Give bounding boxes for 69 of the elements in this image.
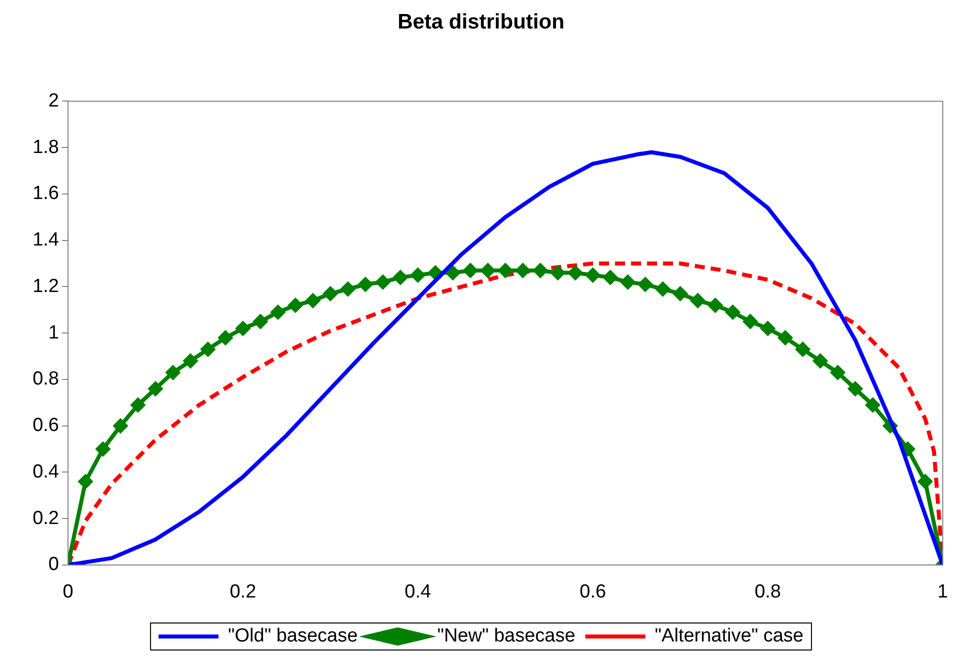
- point: [778, 330, 792, 345]
- point: [830, 366, 845, 380]
- y-tick-label: 1: [48, 322, 59, 344]
- y-tick-label: 1.8: [32, 136, 59, 158]
- y-tick-label: 1.6: [32, 183, 59, 204]
- point: [620, 275, 635, 290]
- y-tick-label: 0: [48, 554, 59, 576]
- y-tick-label: 0.8: [32, 368, 59, 390]
- point: [200, 342, 215, 356]
- point: [656, 282, 670, 296]
- point: [533, 263, 548, 278]
- point: [796, 342, 810, 356]
- point: [358, 277, 372, 292]
- point: [340, 282, 355, 296]
- legend-label: "New" basecase: [437, 626, 576, 647]
- y-tick-label: 1.4: [32, 230, 60, 251]
- point: [78, 474, 92, 489]
- y-tick-label: 0.4: [32, 461, 60, 482]
- point: [446, 266, 460, 280]
- point: [638, 277, 652, 292]
- point: [376, 275, 390, 290]
- point: [270, 305, 285, 320]
- point: [813, 354, 828, 368]
- legend-label: "Old" basecase: [228, 626, 358, 647]
- point: [463, 263, 478, 278]
- point: [848, 382, 862, 396]
- point: [603, 270, 618, 284]
- point: [183, 354, 198, 368]
- point: [743, 314, 758, 329]
- legend-label: "Alternative" case: [654, 626, 804, 647]
- x-tick-label: 0.4: [404, 582, 432, 603]
- point: [673, 286, 688, 301]
- point: [690, 294, 705, 308]
- point: [760, 321, 775, 336]
- point: [148, 382, 162, 396]
- x-tick-label: 0: [62, 582, 74, 603]
- point: [393, 270, 408, 284]
- point: [96, 442, 110, 456]
- x-tick-label: 0.8: [754, 582, 781, 603]
- point: [323, 286, 338, 301]
- point: [498, 263, 512, 278]
- point: [550, 266, 565, 280]
- x-tick-label: 1: [937, 582, 948, 603]
- y-tick-label: 0.6: [32, 415, 59, 436]
- point: [866, 398, 880, 412]
- x-tick-label: 0.6: [580, 582, 606, 603]
- point: [428, 266, 442, 280]
- point: [708, 298, 722, 312]
- point: [166, 366, 180, 380]
- point: [288, 298, 302, 312]
- point: [410, 268, 425, 282]
- y-tick-label: 0.2: [32, 508, 59, 529]
- y-tick-label: 2: [48, 90, 59, 112]
- chart-title: Beta distribution: [398, 10, 564, 34]
- point: [918, 474, 932, 489]
- point: [236, 321, 250, 336]
- y-tick-label: 1.2: [32, 276, 59, 297]
- point: [568, 266, 582, 280]
- point: [253, 314, 268, 329]
- point: [480, 263, 495, 278]
- point: [900, 442, 915, 456]
- point: [586, 268, 600, 282]
- x-tick-label: 0.2: [230, 582, 256, 603]
- point: [218, 330, 232, 345]
- point: [516, 263, 530, 278]
- point: [130, 398, 145, 412]
- point: [306, 294, 320, 308]
- point: [113, 418, 128, 433]
- point: [726, 305, 740, 320]
